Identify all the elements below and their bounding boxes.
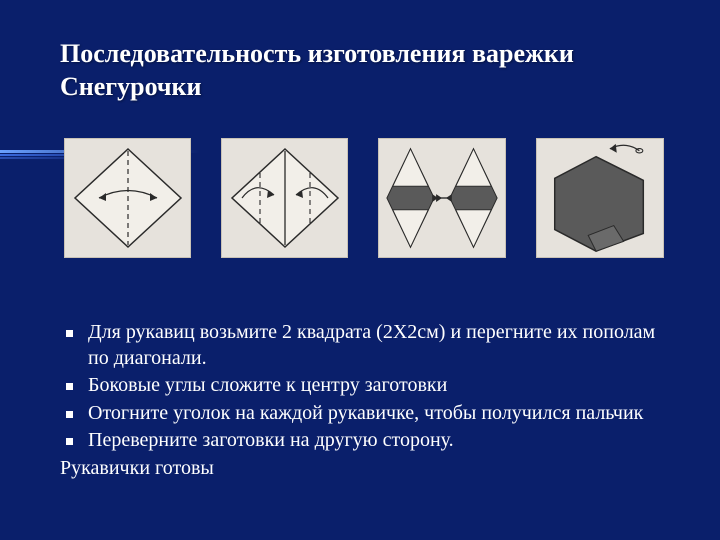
bullet-list: Для рукавиц возьмите 2 квадрата (2Х2см) … xyxy=(60,320,660,454)
list-item: Переверните заготовки на другую сторону. xyxy=(60,428,660,454)
fold-corner-icon xyxy=(379,138,505,258)
instructions-block: Для рукавиц возьмите 2 квадрата (2Х2см) … xyxy=(60,320,660,482)
diagram-step-1 xyxy=(64,138,191,258)
list-item: Для рукавиц возьмите 2 квадрата (2Х2см) … xyxy=(60,320,660,371)
list-item: Боковые углы сложите к центру заготовки xyxy=(60,373,660,399)
page-title: Последовательность изготовления варежки … xyxy=(60,38,660,103)
diagram-step-3 xyxy=(378,138,506,258)
bullet-text: Отогните уголок на каждой рукавичке, что… xyxy=(88,402,643,424)
diagram-row xyxy=(64,138,664,258)
bullet-text: Переверните заготовки на другую сторону. xyxy=(88,429,454,451)
diagram-step-2 xyxy=(221,138,348,258)
diagram-step-4 xyxy=(536,138,664,258)
bullet-text: Боковые углы сложите к центру заготовки xyxy=(88,374,447,396)
fold-sides-icon xyxy=(226,143,344,253)
flip-over-icon xyxy=(537,138,663,258)
bullet-text: Для рукавиц возьмите 2 квадрата (2Х2см) … xyxy=(88,321,655,369)
fold-diagonal-icon xyxy=(69,143,187,253)
final-line: Рукавички готовы xyxy=(60,456,660,482)
list-item: Отогните уголок на каждой рукавичке, что… xyxy=(60,401,660,427)
